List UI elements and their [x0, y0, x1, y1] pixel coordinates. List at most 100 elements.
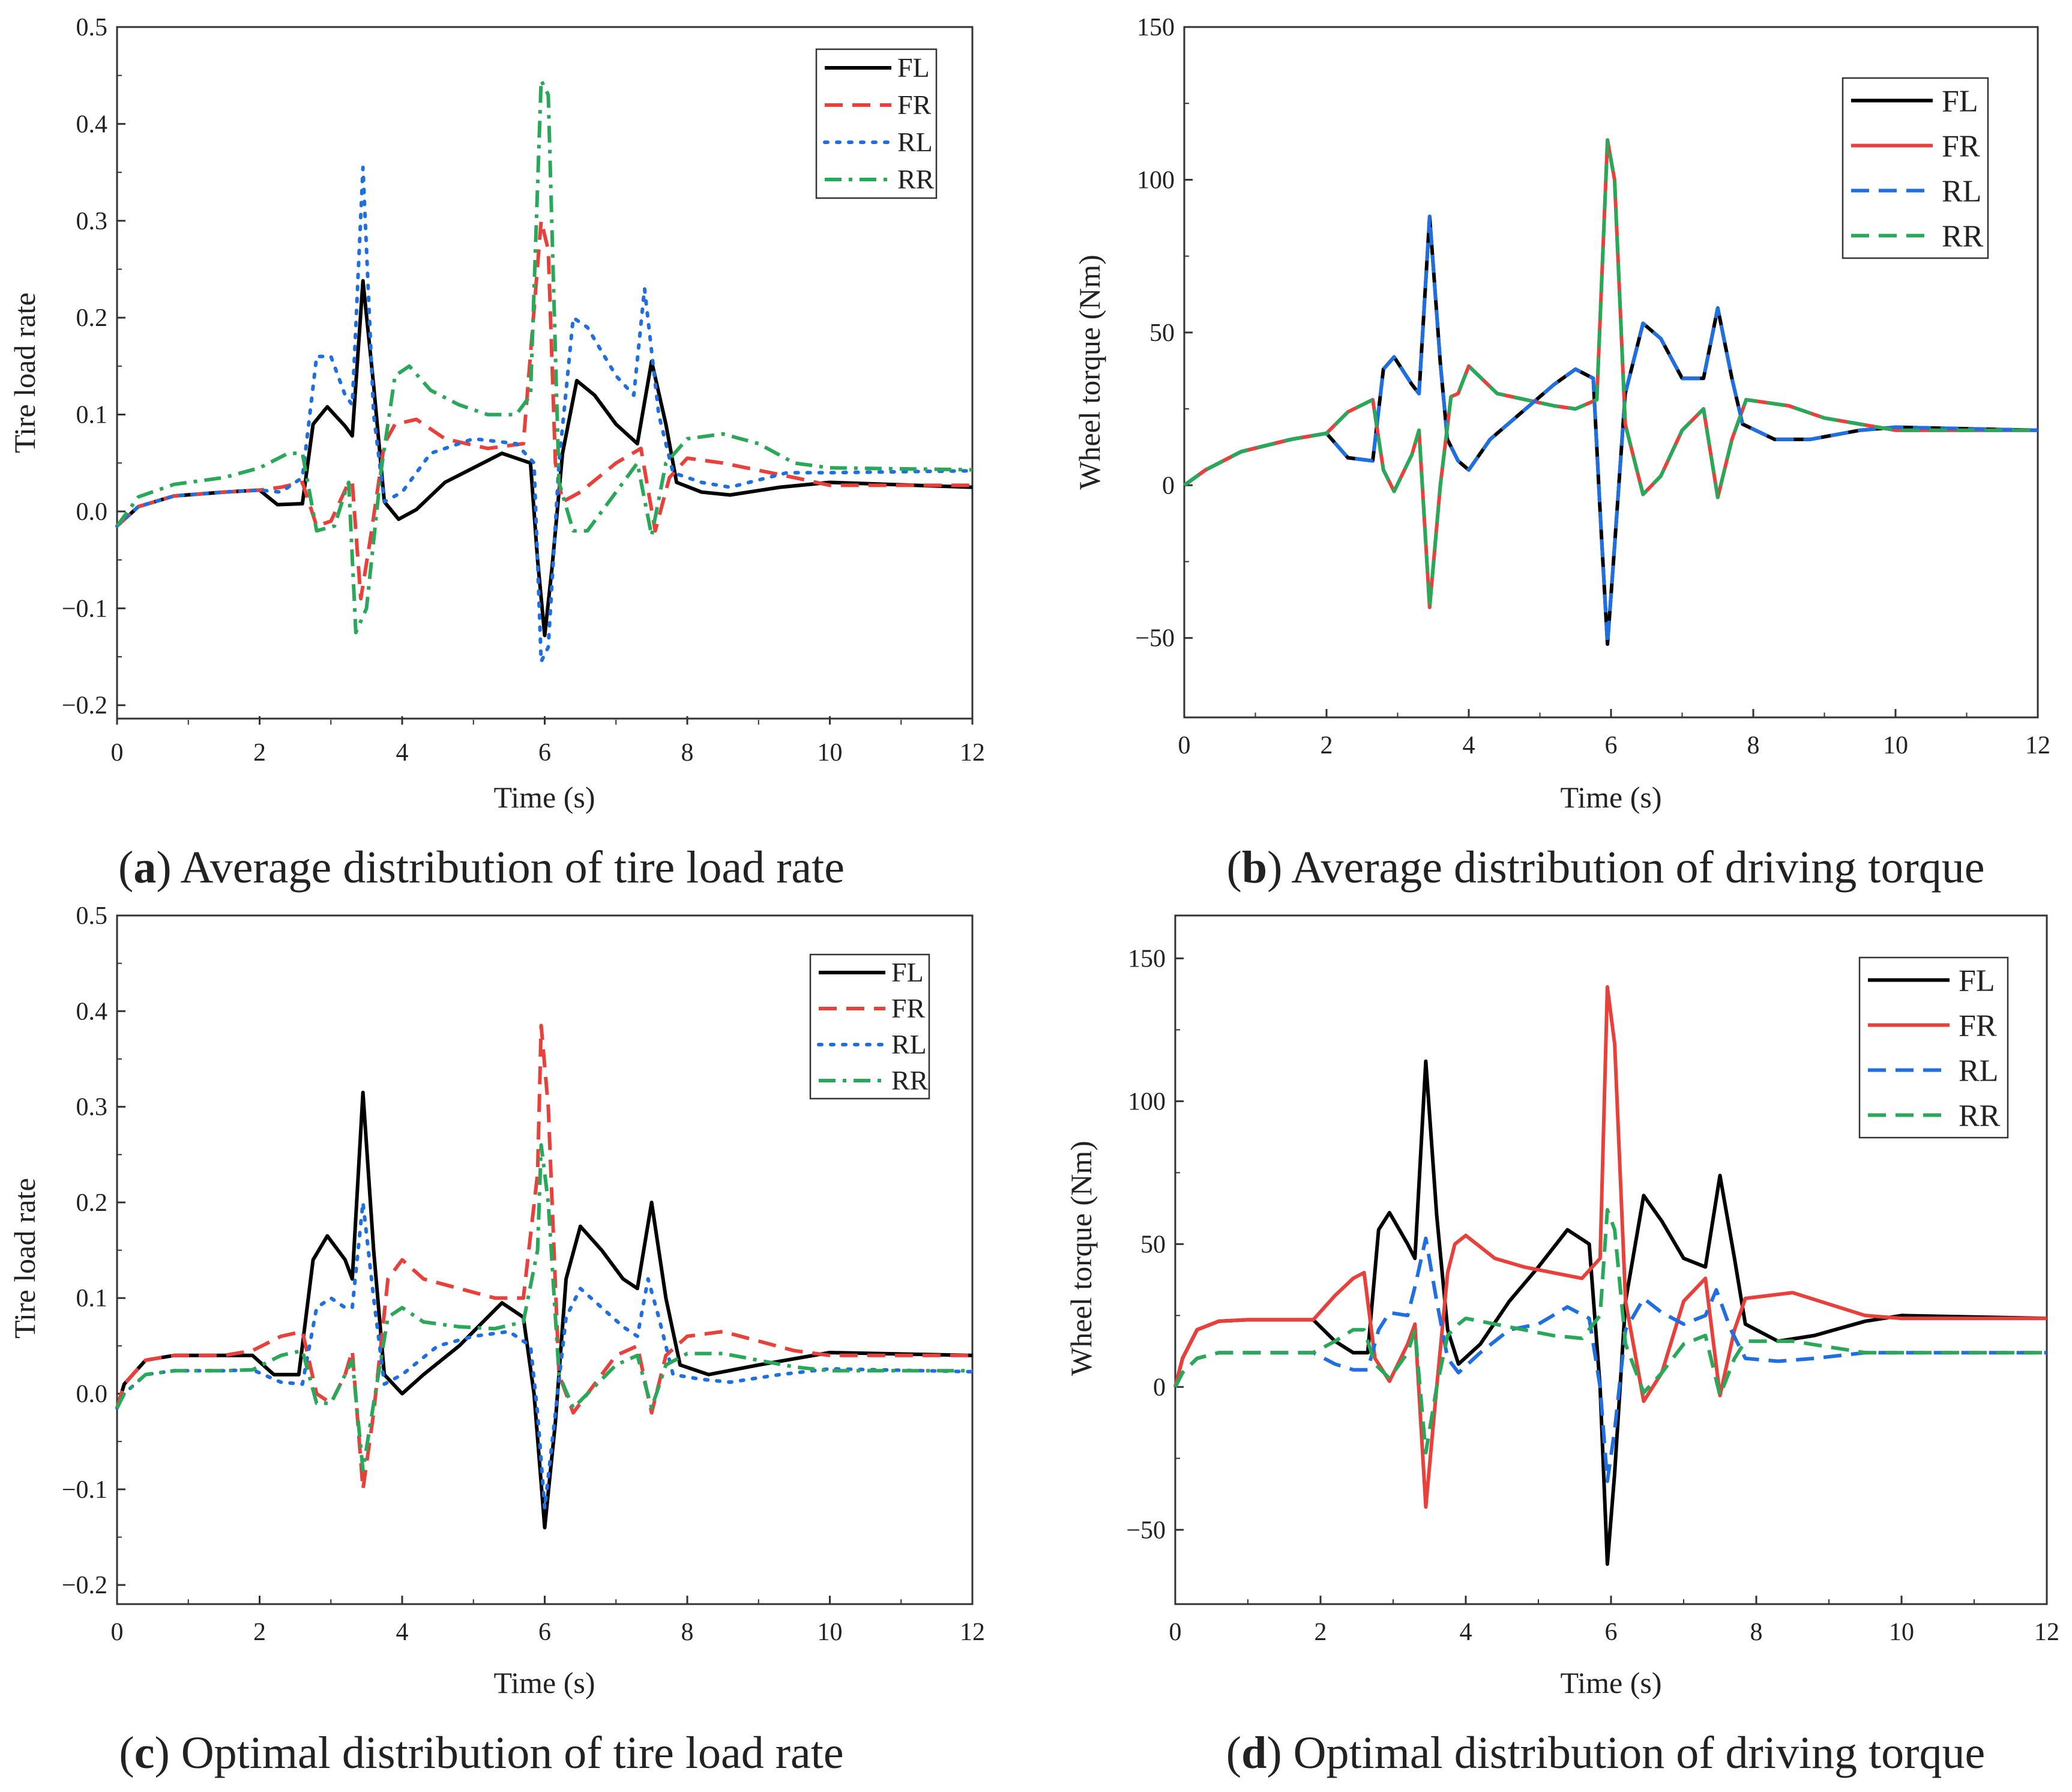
panel-b-legend-label-rl: RL	[1942, 175, 1981, 209]
panel-c-x-tick-label: 8	[681, 1619, 694, 1646]
panel-d-x-tick-label: 12	[2034, 1619, 2059, 1646]
panel-d-legend-label-fr: FR	[1959, 1009, 1997, 1043]
panel-b-caption-text: Average distribution of driving torque	[1291, 842, 1984, 893]
panel-d-caption-text: Optimal distribution of driving torque	[1293, 1728, 1986, 1778]
panel-b-legend-label-fr: FR	[1942, 130, 1980, 164]
panel-d-x-tick-label: 4	[1460, 1619, 1472, 1646]
panel-c-x-tick-label: 2	[253, 1619, 266, 1646]
panel-b-legend-label-fl: FL	[1942, 85, 1978, 119]
panel-b-y-tick-label: 100	[1137, 166, 1175, 194]
panel-c-x-tick-label: 4	[396, 1619, 409, 1646]
panel-c-caption: (c) Optimal distribution of tire load ra…	[119, 1728, 843, 1778]
panel-c-caption-text: Optimal distribution of tire load rate	[181, 1728, 844, 1778]
panel-a-y-tick-label: −0.2	[62, 692, 107, 720]
panel-a-y-tick-label: 0.0	[76, 498, 108, 526]
panel-b-x-tick-label: 0	[1178, 732, 1191, 759]
panel-c-x-tick-label: 10	[818, 1619, 843, 1646]
panel-a-y-tick-label: 0.5	[76, 14, 108, 41]
panel-c-x-tick-label: 12	[960, 1619, 985, 1646]
panel-a-caption: (a) Average distribution of tire load ra…	[118, 842, 845, 893]
panel-c-legend-box	[809, 953, 930, 1100]
panel-d-x-tick-label: 10	[1889, 1619, 1914, 1646]
panel-a-caption-text: Average distribution of tire load rate	[180, 842, 845, 893]
panel-a-y-tick-label: 0.1	[76, 402, 108, 429]
panel-b-x-tick-label: 8	[1747, 732, 1760, 759]
panel-a-series-fl	[115, 279, 973, 638]
panel-a-x-axis-title: Time (s)	[493, 780, 595, 814]
panel-a-legend-label-rr: RR	[897, 164, 935, 195]
panel-c-y-tick-label: 0.3	[76, 1094, 108, 1121]
panel-a-x-tick-label: 2	[253, 739, 266, 767]
panel-c-y-tick-label: −0.2	[62, 1572, 107, 1599]
panel-c-series-rl	[115, 1200, 974, 1510]
panel-d-y-tick-label: 150	[1128, 945, 1166, 973]
panel-b-series	[1183, 138, 2038, 646]
panel-a-x-tick-label: 10	[818, 739, 843, 767]
panel-b-y-tick-label: 150	[1137, 14, 1175, 41]
panel-b-y-tick-label: 0	[1162, 472, 1175, 499]
panel-c-y-tick-label: 0.4	[76, 998, 108, 1025]
panel-b-series-rr	[1183, 138, 2038, 609]
panel-a-x-tick-label: 6	[538, 739, 551, 767]
panel-d-y-axis-title: Wheel torque (Nm)	[1064, 1141, 1098, 1376]
panel-d-ticks: 0 2 4 6 8 10 12 −50 0 50 100 150	[1126, 945, 2059, 1646]
panel-b-x-tick-label: 12	[2025, 732, 2050, 759]
panel-c-ticks: 0 2 4 6 8 10 12 −0.2 −0.1 0.0 0.1 0.2 0.3 0.4 0.5	[62, 902, 985, 1646]
panel-c: 0 2 4 6 8 10 12 −0.2 −0.1 0.0 0.1 0.2 0.3 0.4 0.5 Time…	[8, 902, 985, 1778]
panel-a: 0 2 4 6 8 10 12 −0.2 −0.1 0.0 0.1 0.2 0.3 0.4 0.5 Time…	[8, 14, 985, 893]
panel-b-x-tick-label: 2	[1321, 732, 1333, 759]
panel-b-x-tick-label: 6	[1605, 732, 1618, 759]
panel-a-y-tick-label: 0.4	[76, 110, 108, 138]
panel-b-caption: (b) Average distribution of driving torq…	[1227, 842, 1985, 893]
panel-c-series-rr	[115, 1143, 972, 1472]
panel-c-series-fr	[115, 1024, 972, 1491]
panel-d-series-fl	[1173, 1059, 2047, 1566]
panel-a-series-rl	[115, 166, 974, 664]
panel-a-x-tick-label: 0	[111, 739, 124, 767]
panel-a-legend-box	[815, 48, 938, 199]
panel-d-y-tick-label: 0	[1153, 1374, 1166, 1401]
panel-d-x-axis-title: Time (s)	[1560, 1666, 1661, 1700]
panel-b-legend: FL FR RL RR	[1842, 77, 1989, 259]
panel-c-y-tick-label: 0.2	[76, 1189, 108, 1217]
panel-c-series	[115, 1024, 974, 1530]
panel-b-caption-letter: b	[1242, 842, 1267, 893]
panel-b-y-tick-label: 50	[1149, 319, 1175, 347]
panel-d-y-tick-label: −50	[1126, 1516, 1166, 1544]
panel-c-legend: FL FR RL RR	[809, 953, 930, 1100]
panel-d-x-tick-label: 8	[1750, 1619, 1763, 1646]
panel-a-ticks: 0 2 4 6 8 10 12 −0.2 −0.1 0.0 0.1 0.2 0.3 0.4 0.5	[62, 14, 985, 767]
panel-c-y-tick-label: 0.5	[76, 902, 108, 930]
panel-b-x-tick-label: 10	[1883, 732, 1908, 759]
panel-b-ticks: 0 2 4 6 8 10 12 −50 0 50 100 150	[1135, 14, 2050, 759]
panel-d-series-rr	[1173, 1208, 2047, 1455]
panel-c-y-axis-title: Tire load rate	[8, 1178, 41, 1339]
panel-d-caption-letter: d	[1241, 1728, 1266, 1778]
panel-b-y-axis-title: Wheel torque (Nm)	[1073, 255, 1106, 490]
panel-b-legend-label-rr: RR	[1942, 220, 1984, 254]
panel-d-legend-box	[1858, 956, 2009, 1139]
panel-a-x-tick-label: 12	[960, 739, 985, 767]
panel-a-y-tick-label: −0.1	[62, 595, 107, 623]
panel-d-series	[1173, 985, 2047, 1566]
panel-c-y-tick-label: 0.1	[76, 1285, 108, 1312]
panel-b-x-axis-title: Time (s)	[1560, 780, 1661, 814]
panel-c-x-tick-label: 0	[111, 1619, 124, 1646]
panel-d-legend-label-rl: RL	[1959, 1054, 1998, 1088]
panel-c-legend-label-fl: FL	[891, 957, 924, 988]
panel-c-legend-label-fr: FR	[891, 993, 926, 1024]
panel-a-legend: FL FR RL RR	[815, 48, 938, 199]
panel-d-x-tick-label: 6	[1605, 1619, 1618, 1646]
panel-b-series-rl	[1183, 214, 2038, 646]
panel-d-legend: FL FR RL RR	[1858, 956, 2009, 1139]
panel-c-legend-label-rl: RL	[891, 1029, 927, 1060]
panel-c-x-tick-label: 6	[538, 1619, 551, 1646]
panel-a-x-tick-label: 8	[681, 739, 694, 767]
panel-d-series-rl	[1173, 1236, 2047, 1483]
panel-d-y-tick-label: 50	[1140, 1231, 1166, 1258]
panel-d-series-fr	[1173, 985, 2047, 1509]
panel-d: 0 2 4 6 8 10 12 −50 0 50 100 150 Time (s) Wheel tor…	[1064, 914, 2059, 1778]
panel-b-y-tick-label: −50	[1135, 625, 1175, 653]
